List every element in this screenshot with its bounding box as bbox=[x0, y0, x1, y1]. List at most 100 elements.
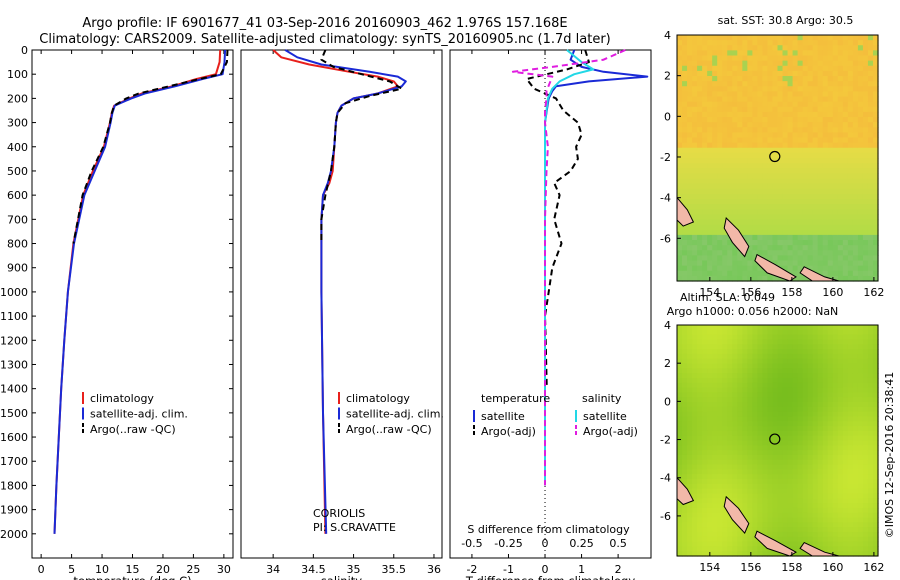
heatmap-cell bbox=[752, 65, 759, 72]
heatmap-cell bbox=[712, 479, 718, 485]
heatmap-cell bbox=[732, 122, 738, 128]
heatmap-cell bbox=[872, 527, 879, 533]
heatmap-cell bbox=[847, 45, 854, 51]
heatmap-cell bbox=[872, 255, 879, 262]
y-tick-label: 0 bbox=[664, 110, 671, 123]
heatmap-cell bbox=[747, 402, 753, 408]
heatmap-cell bbox=[872, 117, 879, 123]
heatmap-cell bbox=[722, 163, 728, 169]
heatmap-cell bbox=[782, 377, 789, 384]
heatmap-cell bbox=[732, 402, 738, 408]
heatmap-cell bbox=[737, 469, 743, 475]
heatmap-cell bbox=[847, 541, 854, 547]
heatmap-cell bbox=[872, 147, 879, 154]
heatmap-cell bbox=[697, 188, 703, 195]
heatmap-cell bbox=[797, 363, 804, 369]
heatmap-cell bbox=[807, 86, 814, 92]
heatmap-cell bbox=[842, 188, 849, 195]
heatmap-cell bbox=[822, 245, 829, 251]
heatmap-cell bbox=[832, 464, 839, 470]
heatmap-cell bbox=[752, 106, 759, 113]
heatmap-cell bbox=[742, 101, 748, 108]
heatmap-cell bbox=[677, 35, 683, 41]
heatmap-cell bbox=[772, 183, 779, 190]
heatmap-cell bbox=[797, 209, 804, 215]
heatmap-cell bbox=[737, 106, 743, 113]
heatmap-cell bbox=[762, 397, 769, 403]
heatmap-cell bbox=[682, 373, 688, 379]
heatmap-cell bbox=[757, 86, 764, 92]
heatmap-cell bbox=[872, 188, 879, 195]
heatmap-cell bbox=[732, 265, 738, 272]
heatmap-cell bbox=[687, 199, 693, 205]
heatmap-cell bbox=[832, 435, 839, 442]
heatmap-cell bbox=[822, 55, 829, 62]
heatmap-cell bbox=[792, 168, 799, 174]
heatmap-cell bbox=[832, 81, 839, 87]
heatmap-cell bbox=[807, 358, 814, 365]
heatmap-cell bbox=[817, 416, 824, 422]
heatmap-cell bbox=[817, 339, 824, 345]
heatmap-cell bbox=[862, 255, 869, 262]
heatmap-cell bbox=[737, 426, 743, 432]
heatmap-cell bbox=[742, 440, 748, 446]
heatmap-cell bbox=[807, 454, 814, 461]
heatmap-cell bbox=[742, 265, 748, 272]
heatmap-cell bbox=[872, 325, 879, 331]
heatmap-cell bbox=[727, 91, 733, 98]
heatmap-cell bbox=[722, 111, 728, 118]
heatmap-cell bbox=[832, 474, 839, 480]
heatmap-cell bbox=[872, 353, 879, 360]
heatmap-cell bbox=[787, 493, 794, 499]
heatmap-cell bbox=[792, 377, 799, 384]
heatmap-cell bbox=[737, 250, 743, 256]
heatmap-cell bbox=[697, 117, 703, 123]
heatmap-cell bbox=[782, 224, 789, 231]
heatmap-cell bbox=[787, 35, 794, 41]
heatmap-cell bbox=[697, 373, 703, 379]
heatmap-cell bbox=[782, 65, 789, 72]
heatmap-cell bbox=[687, 397, 693, 403]
heatmap-cell bbox=[727, 334, 733, 341]
heatmap-cell bbox=[847, 132, 854, 139]
heatmap-cell bbox=[752, 147, 759, 154]
heatmap-cell bbox=[787, 421, 794, 427]
heatmap-cell bbox=[757, 173, 764, 180]
heatmap-cell bbox=[817, 373, 824, 379]
heatmap-cell bbox=[732, 325, 738, 331]
heatmap-cell bbox=[702, 147, 708, 154]
heatmap-cell bbox=[707, 234, 713, 241]
heatmap-cell bbox=[767, 106, 774, 113]
heatmap-cell bbox=[792, 219, 799, 226]
heatmap-cell bbox=[782, 353, 789, 360]
heatmap-cell bbox=[707, 392, 713, 398]
heatmap-cell bbox=[867, 70, 874, 77]
heatmap-cell bbox=[827, 421, 834, 427]
heatmap-cell bbox=[722, 270, 728, 277]
heatmap-cell bbox=[717, 546, 723, 552]
heatmap-cell bbox=[782, 214, 789, 221]
heatmap-cell bbox=[767, 406, 774, 413]
heatmap-cell bbox=[727, 488, 733, 495]
heatmap-cell bbox=[867, 522, 874, 528]
heatmap-cell bbox=[817, 344, 824, 350]
heatmap-cell bbox=[872, 70, 879, 77]
heatmap-cell bbox=[767, 377, 774, 384]
heatmap-cell bbox=[822, 503, 829, 509]
heatmap-cell bbox=[742, 459, 748, 466]
heatmap-cell bbox=[857, 111, 864, 118]
heatmap-cell bbox=[777, 260, 784, 267]
heatmap-cell bbox=[707, 483, 713, 490]
heatmap-cell bbox=[787, 86, 794, 92]
heatmap-cell bbox=[812, 440, 819, 446]
heatmap-cell bbox=[812, 536, 819, 543]
heatmap-cell bbox=[837, 178, 844, 185]
heatmap-cell bbox=[827, 479, 834, 485]
heatmap-cell bbox=[862, 214, 869, 221]
top-x-axis-label: S difference from climatology bbox=[467, 523, 630, 536]
heatmap-cell bbox=[692, 55, 698, 62]
heatmap-cell bbox=[742, 469, 748, 475]
heatmap-cell bbox=[722, 260, 728, 267]
heatmap-cell bbox=[867, 81, 874, 87]
heatmap-cell bbox=[697, 454, 703, 461]
